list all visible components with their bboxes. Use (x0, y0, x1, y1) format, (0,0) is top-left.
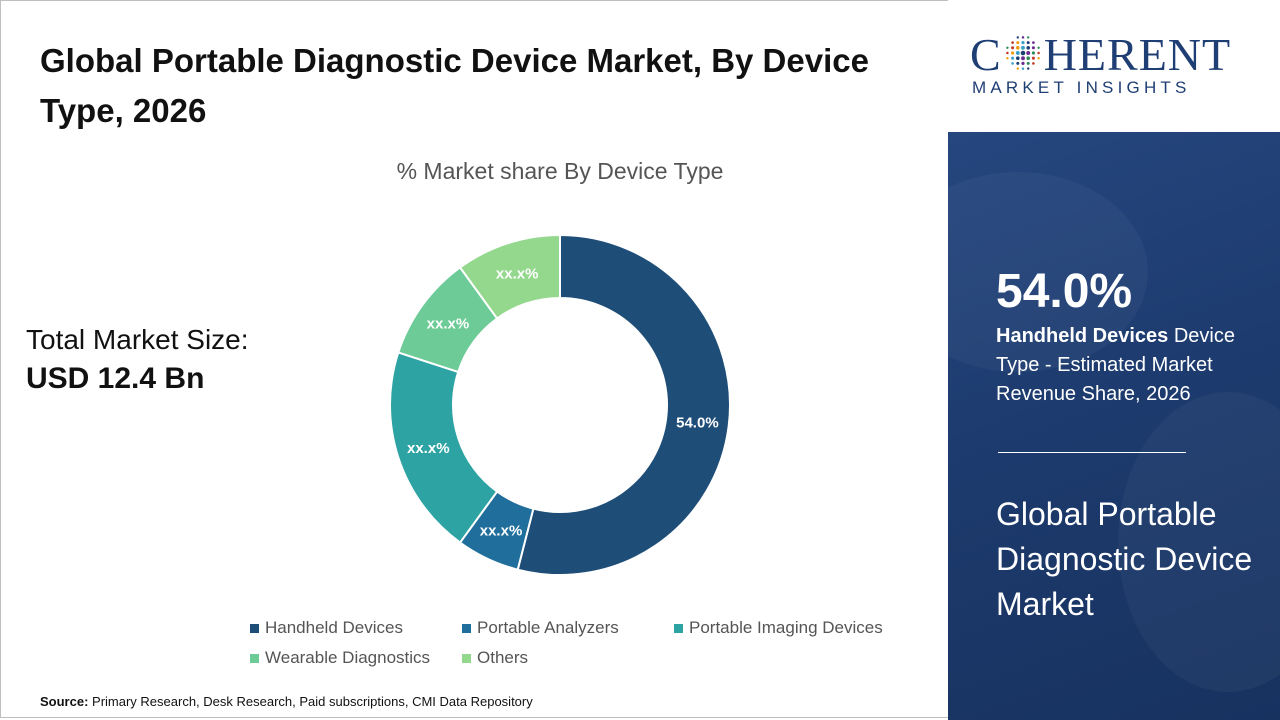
chart-frame (0, 0, 948, 718)
source-label: Source: (40, 694, 89, 709)
legend-swatch (462, 653, 471, 663)
highlight-description: Handheld Devices Device Type - Estimated… (996, 322, 1256, 409)
legend-label: Others (477, 648, 529, 667)
legend-item-portable-imaging-devices: Portable Imaging Devices (674, 618, 883, 638)
donut-slice-handheld-devices (516, 233, 732, 576)
total-market-label: Total Market Size: (26, 324, 249, 355)
source-note: Source: Primary Research, Desk Research,… (40, 694, 533, 709)
highlight-value: 54.0% (996, 265, 1133, 318)
logo-wordmark: C HERENT (970, 29, 1232, 80)
data-label-others: xx.x% (496, 265, 539, 282)
legend-label: Handheld Devices (265, 618, 403, 637)
legend-swatch (250, 623, 259, 633)
data-label-wearable-diagnostics: xx.x% (427, 316, 470, 333)
page-title: Global Portable Diagnostic Device Market… (40, 42, 869, 129)
legend-item-others: Others (462, 648, 528, 668)
chart-legend: Handheld Devices Portable Analyzers Portab… (250, 618, 940, 678)
donut-chart: 54.0% xx.x% xx.x% xx.x% xx.x% (389, 233, 732, 576)
legend-swatch (462, 623, 471, 633)
legend-item-portable-analyzers: Portable Analyzers (462, 618, 619, 638)
data-label-portable-imaging-devices: xx.x% (407, 440, 450, 457)
data-label-portable-analyzers: xx.x% (480, 522, 523, 539)
legend-label: Portable Analyzers (477, 618, 619, 637)
donut-slice-others (458, 233, 561, 320)
legend-swatch (674, 623, 683, 633)
legend-label: Wearable Diagnostics (265, 648, 431, 667)
logo: C HERENT MARKET INSIGHTS (948, 0, 1280, 132)
legend-item-handheld-devices: Handheld Devices (250, 618, 403, 638)
highlight-rest: Device Type - Estimated Market Revenue S… (996, 325, 1235, 405)
right-panel: C HERENT MARKET INSIGHTS 54.0% Handheld D… (948, 0, 1280, 720)
legend-item-wearable-diagnostics: Wearable Diagnostics (250, 648, 430, 668)
source-text: Primary Research, Desk Research, Paid su… (92, 694, 533, 709)
legend-label: Portable Imaging Devices (689, 618, 883, 637)
globe-icon (1005, 36, 1040, 70)
highlight-segment: Handheld Devices (996, 325, 1169, 347)
data-label-handheld-devices: 54.0% (676, 414, 719, 431)
divider (998, 452, 1186, 453)
logo-tagline: MARKET INSIGHTS (972, 78, 1191, 97)
total-market-value: USD 12.4 Bn (26, 362, 205, 395)
highlight-panel: 54.0% Handheld Devices Device Type - Est… (948, 132, 1280, 720)
chart-title: % Market share By Device Type (396, 158, 724, 184)
market-name: Global Portable Diagnostic Device Market (996, 496, 1253, 622)
legend-swatch (250, 653, 259, 663)
